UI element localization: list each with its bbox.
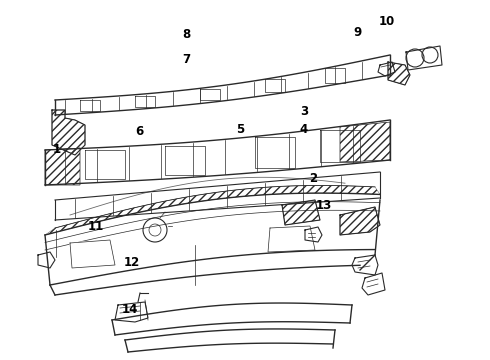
Text: 8: 8: [182, 28, 190, 41]
Text: 10: 10: [379, 15, 395, 28]
Text: 9: 9: [354, 26, 362, 39]
Polygon shape: [268, 226, 315, 252]
Text: 3: 3: [300, 105, 308, 118]
Polygon shape: [135, 96, 155, 107]
Text: 5: 5: [236, 123, 244, 136]
Text: 11: 11: [87, 220, 104, 233]
Text: 2: 2: [310, 172, 318, 185]
Polygon shape: [70, 240, 115, 268]
Polygon shape: [320, 130, 360, 162]
Polygon shape: [265, 80, 285, 92]
Text: 1: 1: [52, 143, 60, 156]
Polygon shape: [255, 137, 295, 168]
Polygon shape: [325, 68, 345, 82]
Text: 14: 14: [122, 303, 138, 316]
Text: 4: 4: [300, 123, 308, 136]
Text: 13: 13: [315, 199, 332, 212]
Polygon shape: [165, 145, 205, 175]
Text: 6: 6: [136, 125, 144, 138]
Polygon shape: [85, 150, 125, 179]
Polygon shape: [80, 100, 100, 111]
Text: 12: 12: [124, 256, 141, 269]
Polygon shape: [200, 89, 220, 100]
Text: 7: 7: [182, 53, 190, 66]
